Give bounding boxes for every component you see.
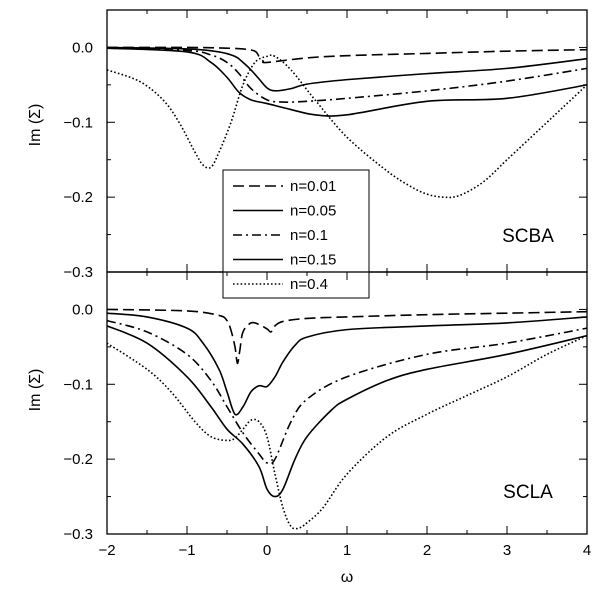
series-line-n-0-05-bottom bbox=[106, 312, 588, 416]
panel-top-scba: 0.0 −0.1 −0.2 −0.3 Im (Σ) SCBA n=0.01 n=0.05… bbox=[27, 9, 588, 299]
y-tick-label-top: −0.1 bbox=[63, 114, 93, 131]
panel-bottom-scla: 0.0 −0.1 −0.2 −0.3 −2 −1 0 1 2 3 4 Im (Σ) SCLA ω bbox=[27, 271, 591, 586]
y-axis-label-bottom: Im (Σ) bbox=[27, 369, 44, 412]
y-tick-label-top: −0.2 bbox=[63, 189, 93, 206]
x-tick-label: 4 bbox=[583, 542, 591, 559]
x-tick-label: 3 bbox=[503, 542, 511, 559]
legend-label-n-0-15: n=0.15 bbox=[290, 252, 336, 269]
y-tick-label-bottom: −0.2 bbox=[63, 451, 93, 468]
series-line-n-0-15-top bbox=[106, 47, 588, 117]
series-line-n-0-01-bottom bbox=[106, 308, 588, 365]
ticks-bottom: 0.0 −0.1 −0.2 −0.3 −2 −1 0 1 2 3 4 bbox=[63, 271, 591, 559]
legend-label-n-0-05: n=0.05 bbox=[290, 203, 336, 220]
curves-bottom bbox=[106, 308, 588, 530]
x-axis-label: ω bbox=[341, 569, 354, 586]
y-tick-label-top: 0.0 bbox=[72, 39, 93, 56]
legend: n=0.01 n=0.05 n=0.1 n=0.15 n=0.4 bbox=[222, 169, 370, 299]
y-tick-label-bottom: −0.3 bbox=[63, 526, 93, 543]
legend-label-n-0-4: n=0.4 bbox=[290, 276, 328, 293]
y-tick-label-bottom: −0.1 bbox=[63, 376, 93, 393]
ticks-top: 0.0 −0.1 −0.2 −0.3 bbox=[63, 9, 588, 281]
x-tick-label: 2 bbox=[423, 542, 431, 559]
legend-label-n-0-1: n=0.1 bbox=[290, 227, 328, 244]
x-tick-label: −2 bbox=[98, 542, 115, 559]
series-line-n-0-05-top bbox=[106, 46, 588, 92]
panel-label-scba: SCBA bbox=[502, 226, 554, 247]
x-tick-label: 1 bbox=[343, 542, 351, 559]
series-line-n-0-01-top bbox=[106, 46, 588, 64]
y-axis-label-top: Im (Σ) bbox=[27, 104, 44, 147]
legend-box bbox=[222, 169, 370, 299]
y-tick-label-bottom: 0.0 bbox=[72, 301, 93, 318]
legend-label-n-0-01: n=0.01 bbox=[290, 178, 336, 195]
x-tick-label: 0 bbox=[263, 542, 271, 559]
series-line-n-0-1-bottom bbox=[106, 319, 588, 465]
series-line-n-0-15-bottom bbox=[106, 325, 588, 498]
series-line-n-0-1-top bbox=[106, 47, 588, 103]
x-tick-label: −1 bbox=[178, 542, 195, 559]
panel-label-scla: SCLA bbox=[503, 482, 553, 503]
curves-top bbox=[106, 46, 588, 199]
y-tick-label-top: −0.3 bbox=[63, 264, 93, 281]
series-line-n-0-4-top bbox=[106, 54, 588, 199]
